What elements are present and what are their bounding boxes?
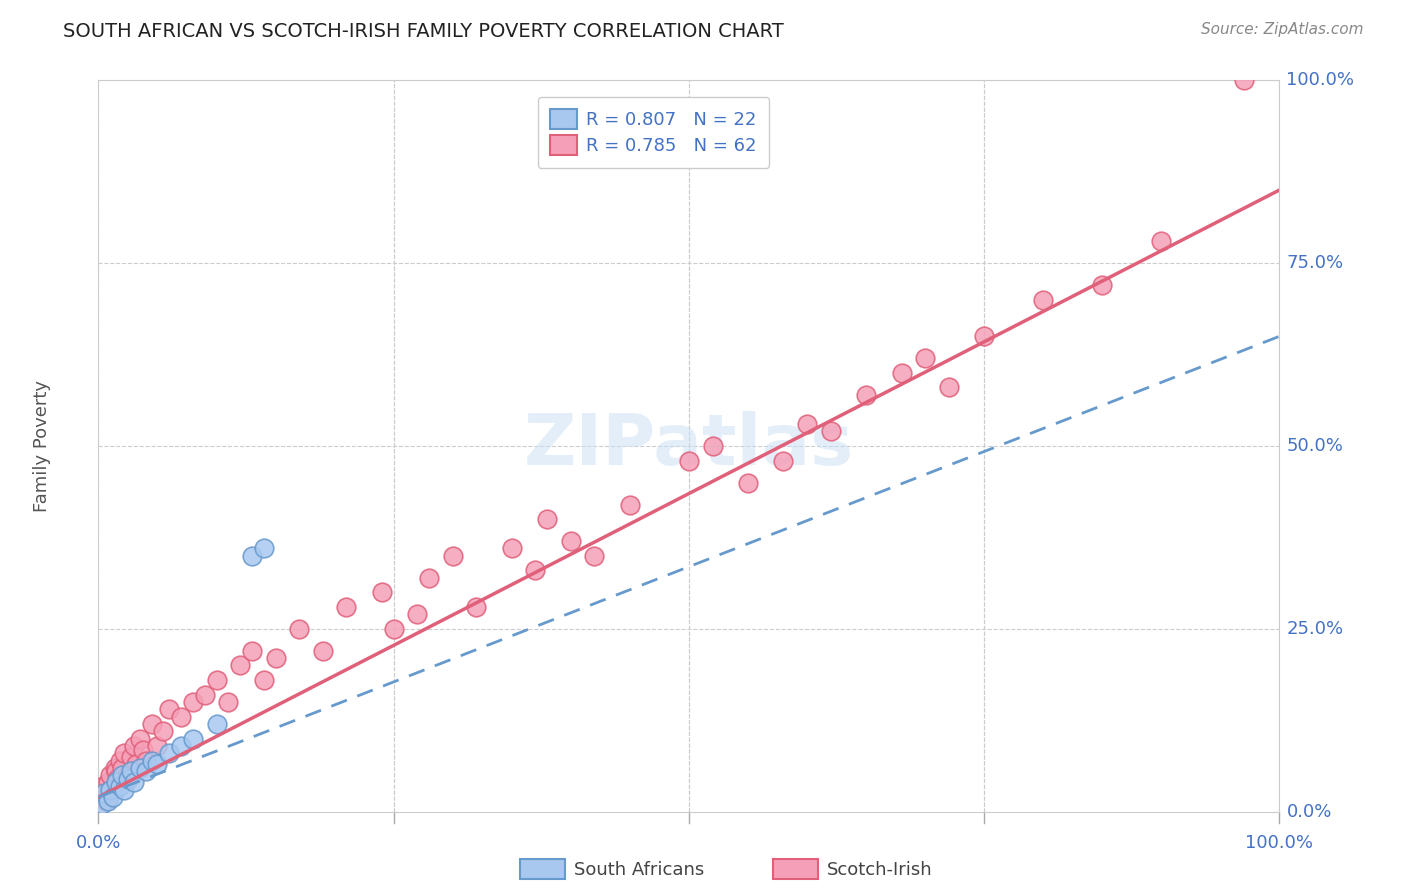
Point bbox=[111, 768, 134, 782]
Point bbox=[132, 742, 155, 756]
Point bbox=[288, 622, 311, 636]
Text: 25.0%: 25.0% bbox=[1286, 620, 1344, 638]
Text: 100.0%: 100.0% bbox=[1286, 71, 1354, 89]
Point bbox=[97, 775, 120, 789]
Point bbox=[157, 746, 180, 760]
Point bbox=[583, 549, 606, 563]
Point bbox=[122, 775, 145, 789]
Point bbox=[253, 673, 276, 687]
Point bbox=[1150, 234, 1173, 248]
Point bbox=[105, 772, 128, 786]
Point bbox=[152, 724, 174, 739]
Point bbox=[105, 775, 128, 789]
Point bbox=[117, 768, 139, 782]
Text: 100.0%: 100.0% bbox=[1246, 834, 1313, 852]
Text: South Africans: South Africans bbox=[574, 861, 704, 879]
Point bbox=[98, 782, 121, 797]
Point bbox=[418, 571, 440, 585]
Point bbox=[406, 607, 429, 622]
Point bbox=[128, 761, 150, 775]
Point bbox=[217, 695, 239, 709]
Point bbox=[91, 779, 114, 793]
Text: Family Poverty: Family Poverty bbox=[34, 380, 51, 512]
Point bbox=[112, 782, 135, 797]
Point bbox=[1233, 73, 1256, 87]
Text: 0.0%: 0.0% bbox=[1286, 803, 1331, 821]
Point bbox=[501, 541, 523, 556]
Point bbox=[702, 439, 724, 453]
Point bbox=[938, 380, 960, 394]
Point bbox=[619, 498, 641, 512]
Point bbox=[382, 622, 405, 636]
Point bbox=[205, 673, 228, 687]
Point bbox=[312, 644, 335, 658]
Point bbox=[796, 417, 818, 431]
Point bbox=[678, 453, 700, 467]
Point bbox=[465, 599, 488, 614]
Point bbox=[536, 512, 558, 526]
Point bbox=[141, 754, 163, 768]
Point bbox=[101, 782, 124, 797]
Point bbox=[101, 790, 124, 805]
Point bbox=[560, 534, 582, 549]
Text: 75.0%: 75.0% bbox=[1286, 254, 1344, 272]
Point bbox=[117, 772, 139, 786]
Point bbox=[128, 731, 150, 746]
Point bbox=[855, 388, 877, 402]
Point bbox=[105, 764, 128, 779]
Point bbox=[97, 794, 120, 808]
Point bbox=[229, 658, 252, 673]
Point bbox=[121, 749, 143, 764]
Point bbox=[973, 329, 995, 343]
Point bbox=[335, 599, 357, 614]
Point bbox=[524, 563, 547, 577]
Text: ZIPatlas: ZIPatlas bbox=[524, 411, 853, 481]
Point bbox=[194, 688, 217, 702]
Point bbox=[914, 351, 936, 366]
Point bbox=[122, 739, 145, 753]
Point bbox=[108, 779, 131, 793]
Point bbox=[111, 761, 134, 775]
Point bbox=[135, 764, 157, 779]
Point bbox=[104, 761, 127, 775]
Point bbox=[890, 366, 912, 380]
Point bbox=[157, 702, 180, 716]
Point bbox=[240, 549, 263, 563]
Legend: R = 0.807   N = 22, R = 0.785   N = 62: R = 0.807 N = 22, R = 0.785 N = 62 bbox=[537, 96, 769, 168]
Point bbox=[253, 541, 276, 556]
Text: 50.0%: 50.0% bbox=[1286, 437, 1343, 455]
Point bbox=[98, 768, 121, 782]
Point bbox=[121, 764, 143, 779]
Text: Scotch-Irish: Scotch-Irish bbox=[827, 861, 932, 879]
Text: Source: ZipAtlas.com: Source: ZipAtlas.com bbox=[1201, 22, 1364, 37]
Text: SOUTH AFRICAN VS SCOTCH-IRISH FAMILY POVERTY CORRELATION CHART: SOUTH AFRICAN VS SCOTCH-IRISH FAMILY POV… bbox=[63, 22, 785, 41]
Point bbox=[146, 757, 169, 772]
Point bbox=[170, 739, 193, 753]
Point bbox=[135, 754, 157, 768]
Point bbox=[264, 651, 287, 665]
Point bbox=[371, 585, 394, 599]
Point bbox=[90, 790, 112, 805]
Point bbox=[181, 695, 204, 709]
Point bbox=[141, 717, 163, 731]
Point bbox=[205, 717, 228, 731]
Point bbox=[93, 787, 115, 801]
Point bbox=[772, 453, 794, 467]
Point bbox=[108, 754, 131, 768]
Point bbox=[125, 757, 148, 772]
Point bbox=[181, 731, 204, 746]
Point bbox=[820, 425, 842, 439]
Text: 0.0%: 0.0% bbox=[76, 834, 121, 852]
Point bbox=[91, 797, 114, 812]
Point bbox=[737, 475, 759, 490]
Point bbox=[240, 644, 263, 658]
Point bbox=[1032, 293, 1054, 307]
Point bbox=[146, 739, 169, 753]
Point bbox=[112, 746, 135, 760]
Point bbox=[170, 709, 193, 723]
Point bbox=[441, 549, 464, 563]
Point bbox=[1091, 278, 1114, 293]
Point bbox=[94, 794, 117, 808]
